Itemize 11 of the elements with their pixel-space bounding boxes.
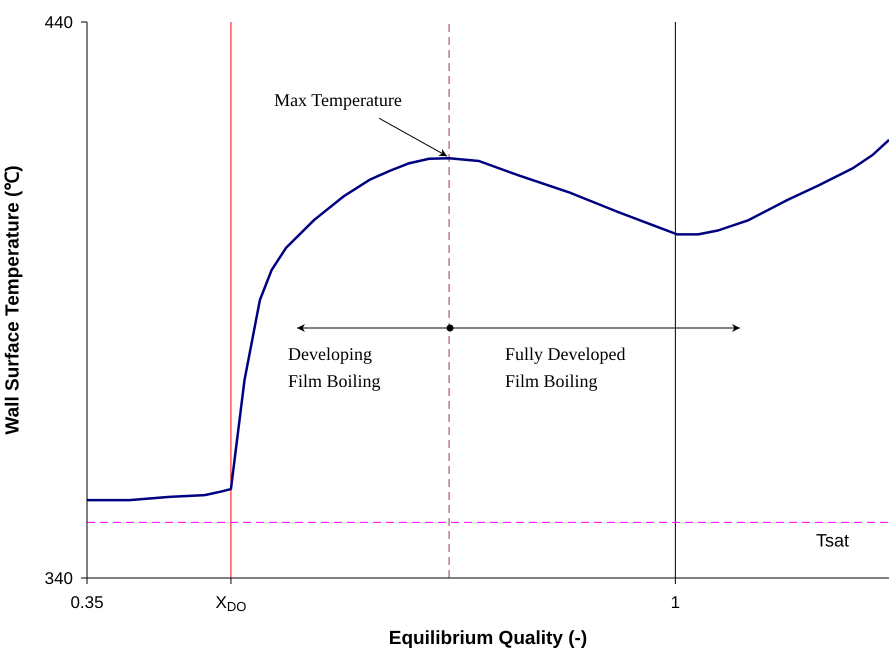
x-axis-title: Equilibrium Quality (-) [388,628,588,649]
y-axis-title: Wall Surface Temperature (℃) [2,165,24,435]
y-tick-label: 440 [44,13,73,32]
annotation: Developing Film Boiling [288,344,381,391]
x-tick-label: X$_{DO}$ [216,593,246,614]
y-tick-label: 340 [44,569,73,588]
annotation: Fully Developed Film Boiling [505,344,626,391]
x-tick-label: 0.35 [70,593,104,612]
annotation: Max Temperature [274,90,402,110]
x-tick-label: 1 [670,593,680,612]
ref-line-label: Tsat [816,530,849,550]
